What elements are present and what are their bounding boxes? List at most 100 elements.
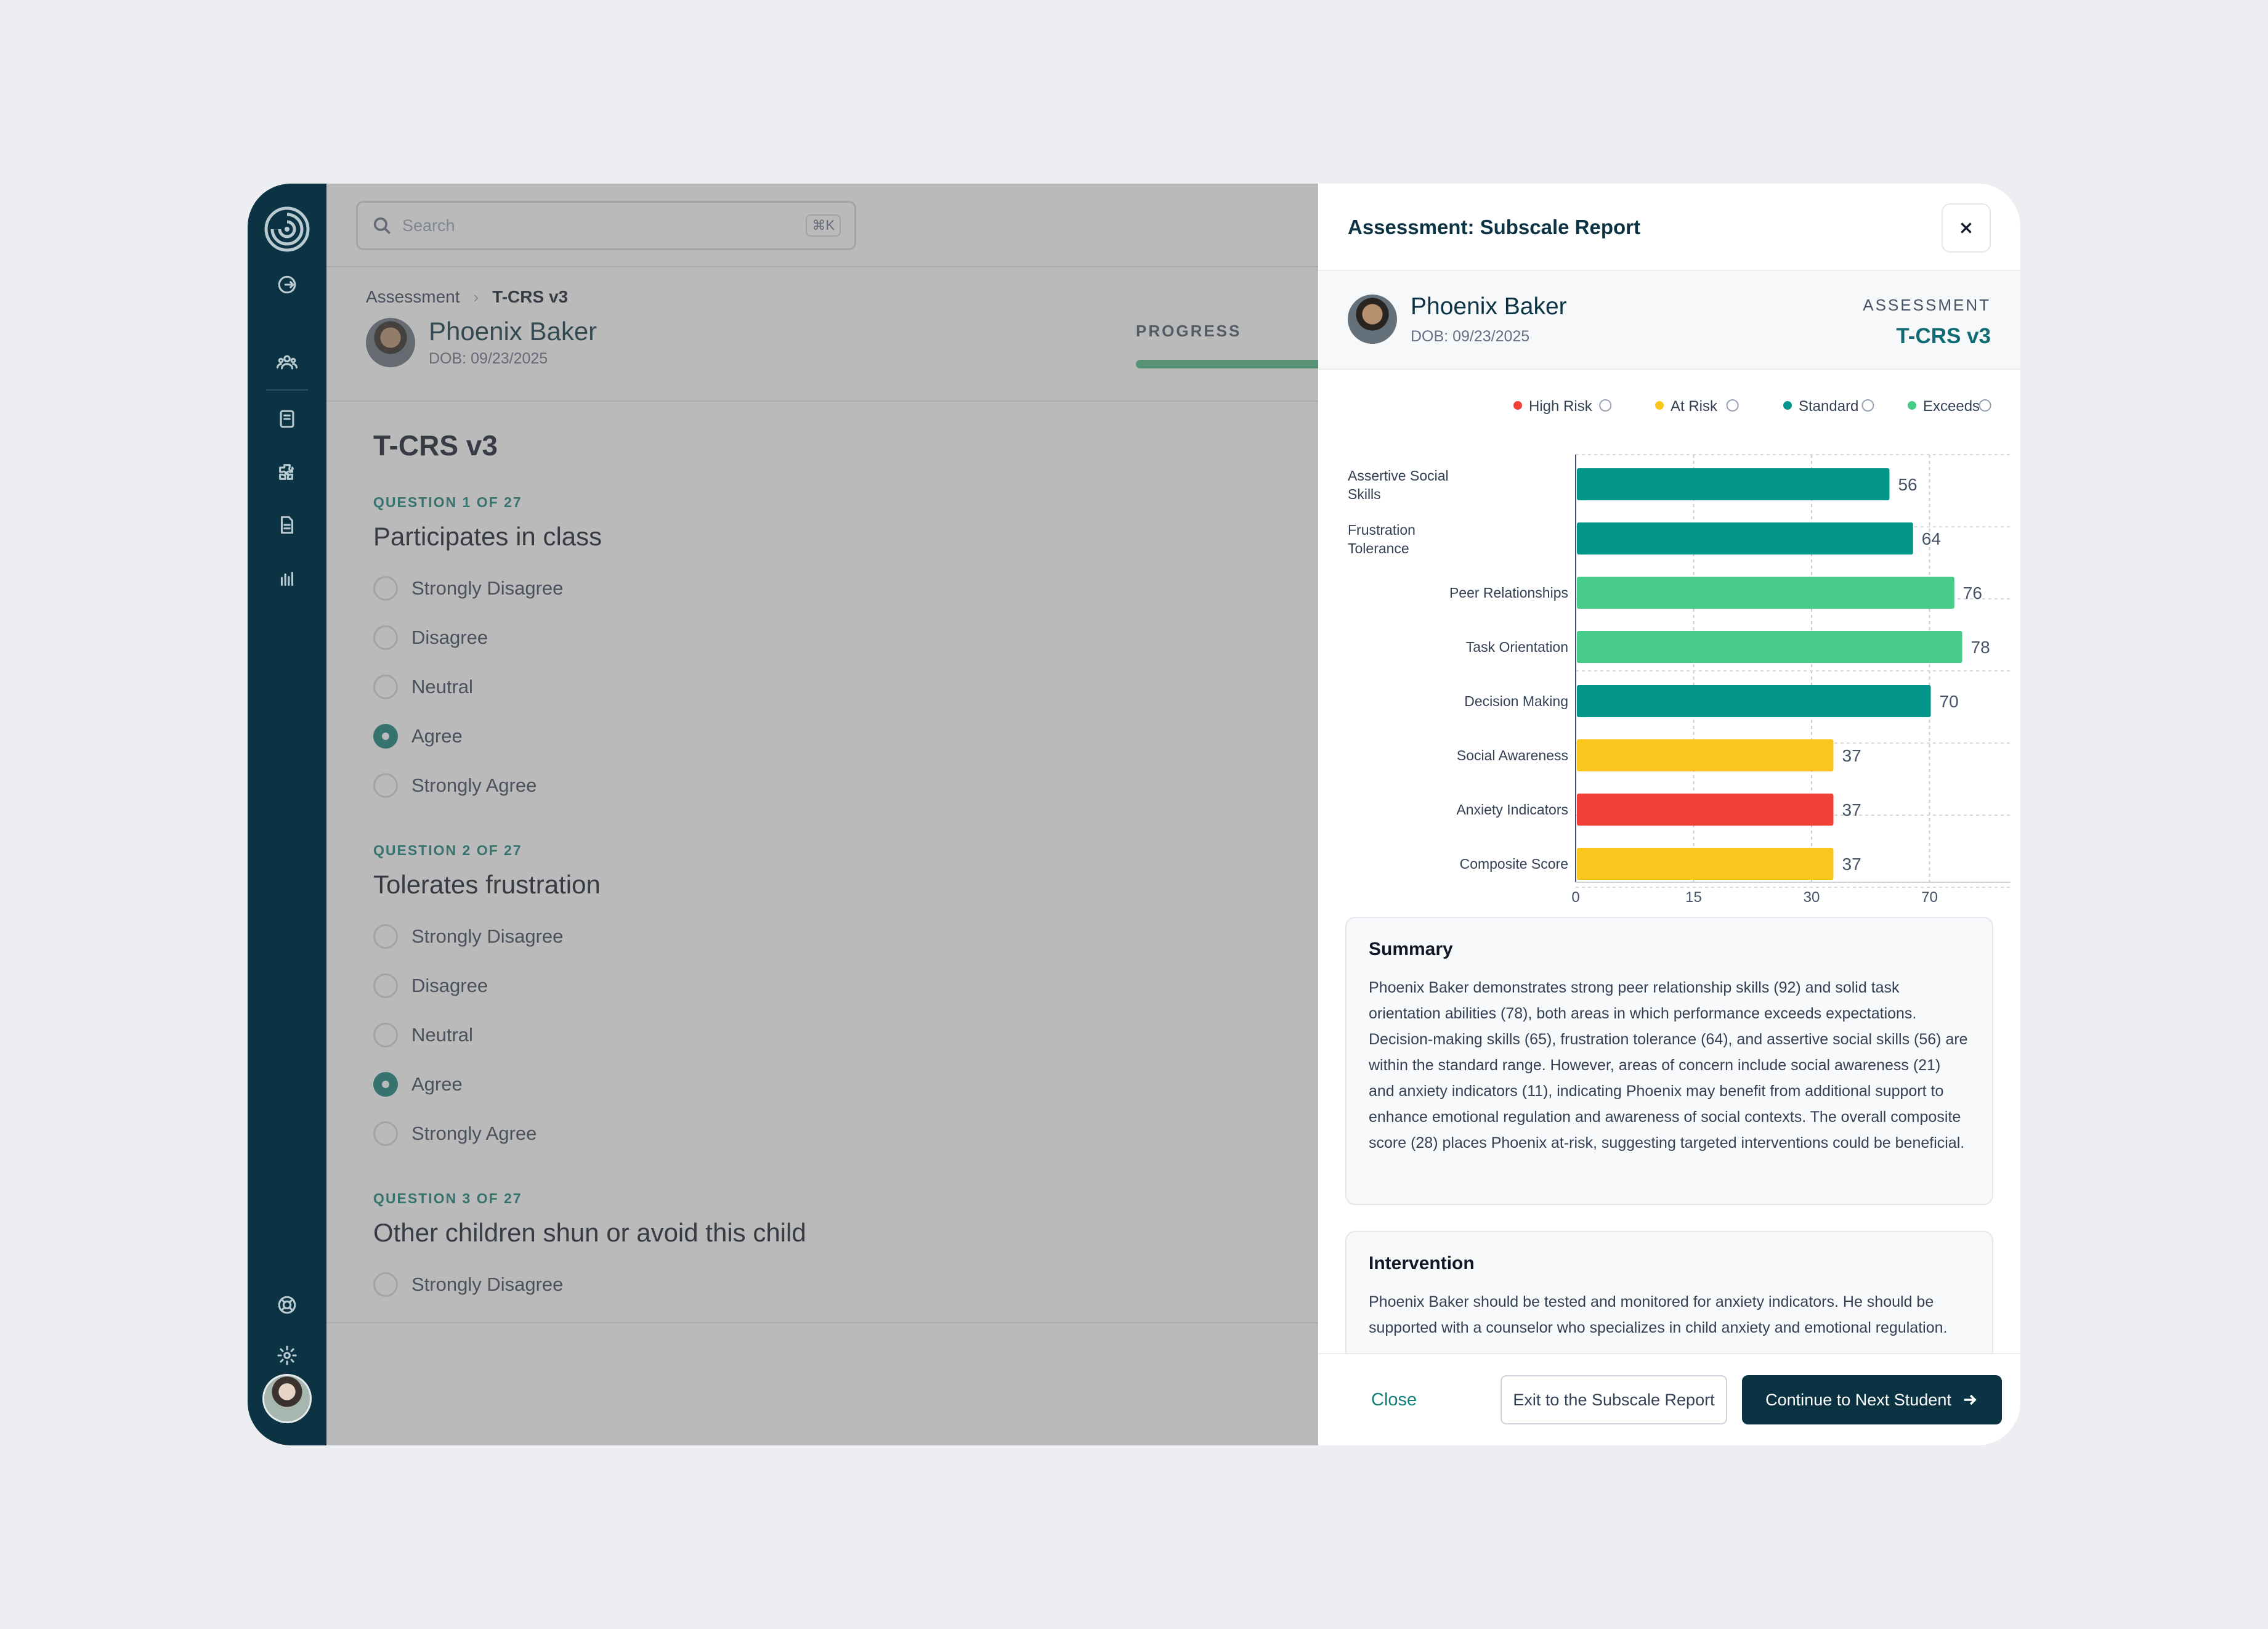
- search-shortcut: ⌘K: [806, 214, 841, 237]
- category-label: Skills: [1348, 486, 1381, 502]
- question-text: Participates in class: [373, 522, 602, 551]
- x-tick-label: 70: [1921, 889, 1938, 906]
- option-label: Strongly Agree: [411, 774, 537, 796]
- bar: [1577, 739, 1834, 771]
- category-label: Task Orientation: [1466, 639, 1568, 655]
- option-strongly-agree[interactable]: Strongly Agree: [373, 761, 1236, 810]
- category-label: Assertive Social: [1348, 468, 1449, 484]
- question-number: QUESTION 1 OF 27: [373, 494, 522, 510]
- bar-chart-icon[interactable]: [275, 566, 299, 590]
- bar-value-label: 56: [1898, 475, 1917, 494]
- radio-button[interactable]: [373, 1023, 398, 1047]
- bar: [1577, 848, 1834, 880]
- close-button[interactable]: [1942, 203, 1991, 253]
- file-icon[interactable]: [275, 513, 299, 537]
- panel-footer: Close Exit to the Subscale Report Contin…: [1318, 1353, 2020, 1445]
- logo-icon[interactable]: [264, 206, 310, 253]
- option-label: Strongly Disagree: [411, 925, 564, 947]
- question-number: QUESTION 3 OF 27: [373, 1190, 522, 1206]
- radio-button-checked[interactable]: [373, 724, 398, 749]
- radio-button[interactable]: [373, 973, 398, 998]
- radio-button-checked[interactable]: [373, 1072, 398, 1097]
- legend-swatch: [1655, 401, 1664, 410]
- users-icon[interactable]: [275, 350, 299, 375]
- option-label: Neutral: [411, 1024, 473, 1046]
- x-tick-label: 15: [1685, 889, 1702, 906]
- bar-value-label: 37: [1842, 855, 1861, 874]
- subscale-report-panel: Assessment: Subscale Report Phoenix Bake…: [1318, 184, 2020, 1445]
- form-title: T-CRS v3: [373, 429, 498, 461]
- bar: [1577, 468, 1890, 500]
- option-strongly-disagree[interactable]: Strongly Disagree: [373, 912, 1236, 961]
- bar-value-label: 70: [1940, 692, 1959, 711]
- close-icon: [1961, 222, 1972, 234]
- bar: [1577, 631, 1962, 663]
- option-label: Strongly Disagree: [411, 1274, 564, 1295]
- radio-button[interactable]: [373, 1121, 398, 1146]
- search-input[interactable]: Search ⌘K: [356, 201, 856, 250]
- radio-button[interactable]: [373, 773, 398, 798]
- category-label: Tolerance: [1348, 540, 1409, 556]
- lifebuoy-icon[interactable]: [275, 1293, 299, 1317]
- bar: [1577, 685, 1931, 717]
- category-label: Composite Score: [1460, 856, 1568, 872]
- bar-value-label: 64: [1922, 529, 1941, 548]
- student-name: Phoenix Baker: [429, 317, 597, 346]
- sidebar-divider: [266, 389, 308, 391]
- panel-title: Assessment: Subscale Report: [1348, 216, 1641, 238]
- bar-value-label: 78: [1971, 638, 1990, 657]
- legend-label: Exceeds: [1923, 398, 1980, 415]
- arrow-right-icon: [1964, 1394, 1977, 1405]
- question-text: Other children shun or avoid this child: [373, 1218, 806, 1247]
- breadcrumb: Assessment › T-CRS v3: [366, 287, 2020, 307]
- x-tick-label: 30: [1804, 889, 1820, 906]
- question-3: QUESTION 3 OF 27 Other children shun or …: [373, 1190, 1236, 1309]
- radio-button[interactable]: [373, 576, 398, 601]
- book-icon[interactable]: [275, 407, 299, 431]
- option-label: Disagree: [411, 975, 488, 996]
- radio-button[interactable]: [373, 625, 398, 650]
- question-text: Tolerates frustration: [373, 870, 601, 899]
- option-label: Disagree: [411, 627, 488, 648]
- search-icon: [373, 217, 391, 235]
- legend-label: High Risk: [1529, 398, 1593, 415]
- option-strongly-disagree[interactable]: Strongly Disagree: [373, 1260, 1236, 1309]
- summary-text: Phoenix Baker demonstrates strong peer r…: [1369, 979, 1968, 1152]
- option-agree[interactable]: Agree: [373, 1060, 1236, 1109]
- gear-icon[interactable]: [275, 1343, 299, 1368]
- breadcrumb-parent[interactable]: Assessment: [366, 287, 460, 306]
- question-1: QUESTION 1 OF 27 Participates in class S…: [373, 494, 1236, 810]
- option-neutral[interactable]: Neutral: [373, 1010, 1236, 1060]
- bar: [1577, 794, 1834, 826]
- option-strongly-agree[interactable]: Strongly Agree: [373, 1109, 1236, 1158]
- legend-label: At Risk: [1671, 398, 1718, 415]
- breadcrumb-current: T-CRS v3: [492, 287, 569, 306]
- option-strongly-disagree[interactable]: Strongly Disagree: [373, 564, 1236, 613]
- radio-button[interactable]: [373, 675, 398, 699]
- user-avatar[interactable]: [262, 1374, 312, 1423]
- bar-value-label: 76: [1963, 583, 1982, 603]
- option-disagree[interactable]: Disagree: [373, 613, 1236, 662]
- search-placeholder: Search: [402, 216, 455, 235]
- help-icon: [1861, 399, 1874, 412]
- logout-icon[interactable]: [275, 272, 299, 297]
- sidebar: [248, 184, 326, 1445]
- exit-report-button[interactable]: Exit to the Subscale Report: [1501, 1375, 1727, 1424]
- chevron-right-icon: ›: [473, 287, 479, 306]
- legend-swatch: [1513, 401, 1522, 410]
- continue-label: Continue to Next Student: [1765, 1390, 1951, 1409]
- close-link-button[interactable]: Close: [1371, 1390, 1417, 1410]
- option-neutral[interactable]: Neutral: [373, 662, 1236, 712]
- option-label: Strongly Agree: [411, 1123, 537, 1144]
- option-agree[interactable]: Agree: [373, 712, 1236, 761]
- continue-next-student-button[interactable]: Continue to Next Student: [1742, 1375, 2002, 1424]
- student-avatar: [1348, 295, 1397, 344]
- radio-button[interactable]: [373, 924, 398, 949]
- bar: [1577, 577, 1954, 609]
- option-disagree[interactable]: Disagree: [373, 961, 1236, 1010]
- puzzle-icon[interactable]: [275, 460, 299, 484]
- radio-button[interactable]: [373, 1272, 398, 1297]
- assessment-value: T-CRS v3: [1896, 324, 1991, 348]
- student-avatar: [366, 317, 415, 367]
- progress-label: PROGRESS: [1136, 322, 1242, 340]
